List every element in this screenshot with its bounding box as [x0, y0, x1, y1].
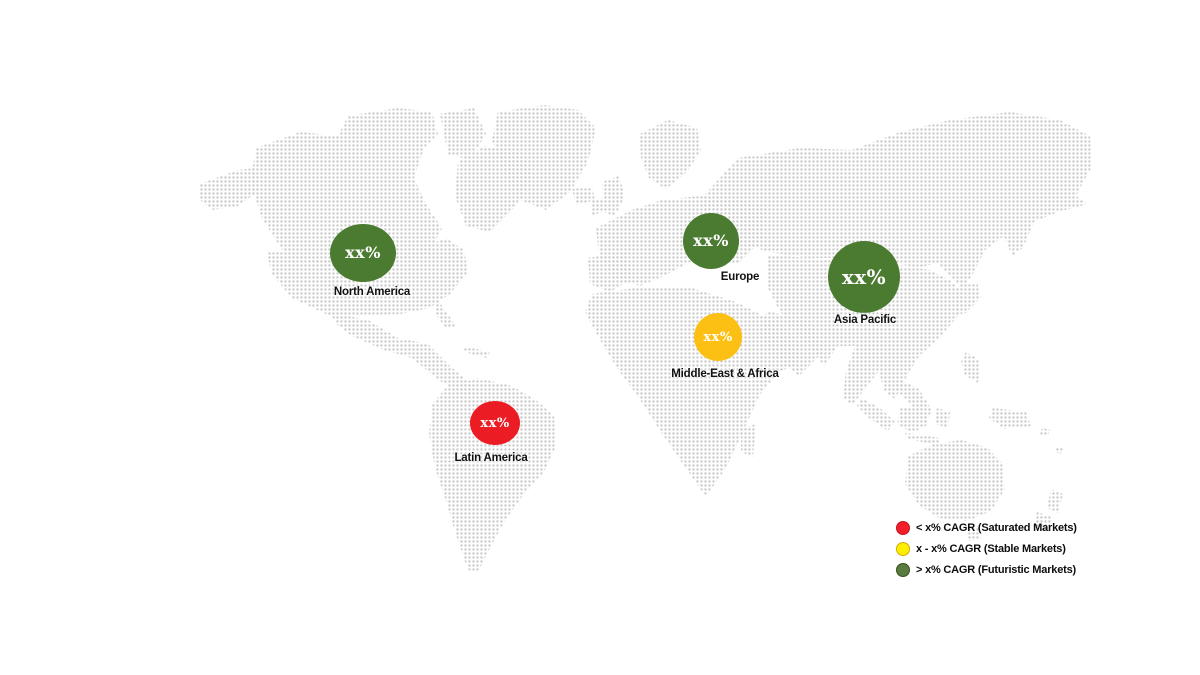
region-bubble-latin-america[interactable]: xx% [470, 401, 520, 445]
region-bubble-asia-pacific[interactable]: xx% [828, 241, 900, 313]
legend-item-label: < x% CAGR (Saturated Markets) [916, 522, 1077, 534]
continent-australia [905, 440, 1005, 521]
continent-mexico-central-america [330, 312, 478, 395]
continent-south-america [429, 378, 556, 572]
region-label-asia-pacific: Asia Pacific [833, 314, 897, 326]
continent-scandinavia [640, 120, 701, 189]
cagr-legend: < x% CAGR (Saturated Markets) x - x% CAG… [896, 521, 1077, 577]
continent-java [905, 433, 940, 445]
continent-sumatra [857, 398, 895, 431]
legend-item-stable: x - x% CAGR (Stable Markets) [896, 542, 1077, 556]
region-bubble-middle-east-africa[interactable]: xx% [694, 313, 742, 361]
region-value: xx% [480, 415, 510, 431]
continent-uk [602, 176, 625, 216]
continents [200, 105, 1092, 572]
region-bubble-north-america[interactable]: xx% [330, 224, 396, 282]
continent-asia-south [767, 255, 962, 406]
continent-japan [954, 282, 981, 315]
continent-ireland [590, 198, 604, 215]
legend-color-dot-icon [896, 521, 910, 535]
legend-item-label: > x% CAGR (Futuristic Markets) [916, 564, 1076, 576]
region-value: xx% [703, 329, 733, 345]
region-label-north-america: North America [333, 286, 411, 298]
continent-alaska [200, 168, 260, 210]
continent-new-zealand-north [1047, 489, 1063, 513]
continent-new-guinea [989, 408, 1031, 429]
continent-iceland [572, 187, 595, 205]
continent-iberia [588, 252, 633, 292]
continent-greenland [492, 105, 596, 210]
continent-sulawesi [935, 408, 950, 428]
region-label-middle-east-africa: Middle-East & Africa [671, 368, 779, 380]
continent-baffin-island [440, 108, 486, 160]
continent-arabia [759, 311, 823, 376]
continent-philippines [961, 352, 980, 383]
region-label-latin-america: Latin America [454, 452, 528, 464]
continent-caribbean [462, 346, 490, 358]
legend-color-dot-icon [896, 542, 910, 556]
continent-asia-north [700, 112, 1092, 288]
region-label-europe: Europe [720, 271, 760, 283]
continent-canada [250, 108, 442, 266]
continent-pacific-islands-2 [1054, 446, 1063, 454]
continent-florida [434, 300, 456, 328]
legend-item-label: x - x% CAGR (Stable Markets) [916, 543, 1066, 555]
continent-africa [585, 287, 800, 497]
continent-tasmania [967, 526, 981, 541]
continent-pacific-islands [1040, 428, 1050, 436]
legend-item-saturated: < x% CAGR (Saturated Markets) [896, 521, 1077, 535]
region-bubble-europe[interactable]: xx% [683, 213, 739, 269]
continent-madagascar [741, 424, 756, 457]
continent-new-zealand-south [1033, 512, 1052, 533]
region-value: xx% [345, 243, 381, 262]
continent-borneo [897, 404, 929, 433]
region-value: xx% [693, 231, 729, 250]
region-value: xx% [841, 265, 887, 289]
legend-color-dot-icon [896, 563, 910, 577]
legend-item-futuristic: > x% CAGR (Futuristic Markets) [896, 563, 1077, 577]
